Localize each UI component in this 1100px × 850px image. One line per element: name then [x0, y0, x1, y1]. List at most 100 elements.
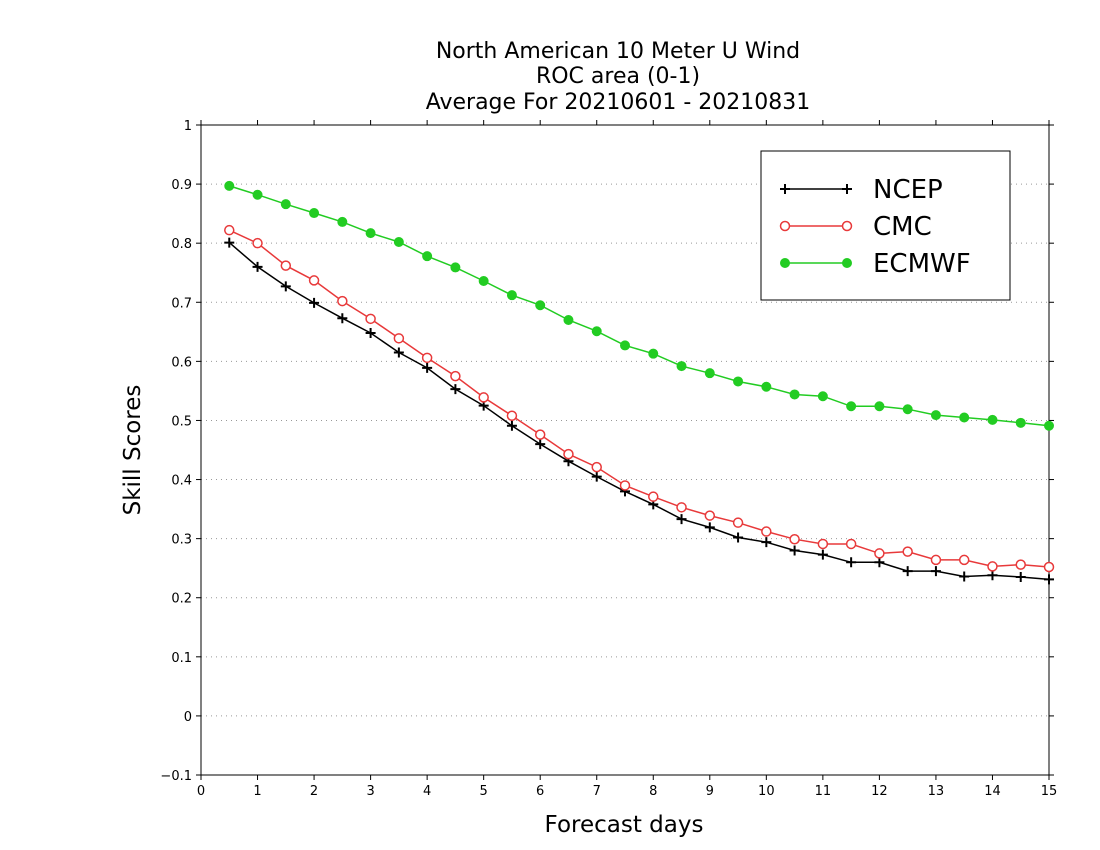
data-point-cmc: [1043, 561, 1055, 573]
axes: −0.100.10.20.30.40.50.60.70.80.910 1 2 3 4 5 6…: [160, 119, 1057, 799]
data-point-ecmwf: [422, 251, 433, 262]
data-point-ncep: [930, 566, 941, 577]
x-tick-label: 0: [197, 784, 205, 799]
data-point-ecmwf: [365, 228, 376, 239]
x-tick-label: 4: [423, 784, 431, 799]
data-point-ecmwf: [789, 389, 800, 400]
data-point-ecmwf: [846, 401, 857, 412]
x-tick-label: 10: [758, 784, 775, 799]
data-point-cmc: [761, 526, 772, 537]
data-point-ncep: [902, 566, 913, 577]
x-tick-label: 6: [536, 784, 544, 799]
data-point-ncep: [761, 537, 772, 548]
x-tick-label: 3: [366, 784, 374, 799]
data-point-cmc: [789, 533, 800, 545]
data-point-ecmwf: [224, 180, 235, 191]
legend-marker-left-cmc: [779, 220, 791, 232]
data-point-ecmwf: [563, 315, 574, 325]
data-point-ecmwf: [648, 348, 659, 359]
data-point-cmc: [845, 538, 857, 550]
data-point-cmc: [224, 224, 235, 236]
chart-title-line-2: ROC area (0-1): [536, 64, 700, 89]
data-point-cmc: [280, 260, 292, 271]
data-point-ncep: [393, 347, 404, 358]
x-tick-label: 8: [649, 784, 657, 799]
data-point-ecmwf: [591, 326, 602, 337]
data-point-ncep: [1044, 574, 1054, 585]
x-tick-label: 12: [871, 784, 888, 799]
legend-marker-right-ncep: [842, 184, 852, 194]
data-point-ncep: [704, 522, 715, 533]
chart-title-group: North American 10 Meter U Wind ROC area …: [426, 39, 811, 115]
data-point-cmc: [591, 461, 602, 473]
data-point-ncep: [337, 313, 348, 324]
data-point-ecmwf: [676, 361, 687, 372]
legend-item-ecmwf: ECMWF: [780, 249, 971, 279]
data-point-cmc: [676, 502, 687, 513]
data-point-ncep: [309, 297, 320, 308]
data-point-ecmwf: [450, 262, 461, 273]
data-point-ecmwf: [930, 410, 941, 421]
data-point-ncep: [224, 237, 235, 248]
x-tick-label: 9: [706, 784, 714, 799]
data-point-cmc: [930, 554, 942, 566]
legend-label-ecmwf: ECMWF: [873, 249, 971, 279]
x-tick-label: 15: [1041, 784, 1058, 799]
x-tick-label: 11: [815, 784, 832, 799]
data-point-ecmwf: [252, 189, 263, 200]
data-point-ecmwf: [1044, 420, 1054, 431]
x-axis-label: Forecast days: [545, 812, 704, 838]
series-cmc: [224, 224, 1055, 573]
legend: NCEP CMC ECMWF: [760, 150, 1011, 301]
data-point-ecmwf: [309, 208, 320, 219]
y-tick-label: 0.8: [171, 237, 192, 252]
data-point-ecmwf: [704, 368, 715, 379]
x-tick-label: 5: [480, 784, 488, 799]
x-tick-label: 1: [253, 784, 261, 799]
data-point-cmc: [619, 480, 631, 491]
data-point-ncep: [817, 549, 828, 560]
legend-item-ncep: NCEP: [780, 175, 943, 205]
data-point-cmc: [817, 538, 829, 550]
y-tick-label: 0.6: [171, 355, 192, 370]
data-point-ecmwf: [506, 290, 517, 301]
data-point-ecmwf: [535, 300, 546, 311]
data-point-ncep: [874, 557, 885, 568]
y-tick-label: −0.1: [160, 769, 192, 784]
data-point-ncep: [280, 281, 291, 292]
data-point-ecmwf: [959, 412, 970, 423]
y-tick-label: 0.3: [171, 533, 192, 548]
legend-label-ncep: NCEP: [873, 175, 943, 205]
plot-frame: [200, 124, 1050, 776]
data-point-cmc: [450, 370, 461, 382]
data-point-ncep: [846, 557, 857, 568]
data-point-ecmwf: [478, 276, 489, 286]
y-tick-label: 0.7: [171, 296, 192, 311]
data-point-ncep: [1015, 572, 1026, 583]
data-point-cmc: [563, 448, 574, 460]
data-point-cmc: [337, 295, 348, 307]
series-layer: [224, 180, 1055, 585]
legend-item-cmc: CMC: [779, 212, 932, 242]
data-point-ecmwf: [337, 216, 348, 227]
data-point-ncep: [987, 570, 998, 581]
data-point-ncep: [591, 471, 602, 482]
data-point-ncep: [422, 362, 433, 373]
data-point-ecmwf: [817, 391, 828, 402]
data-point-cmc: [365, 313, 376, 325]
y-tick-label: 0.1: [171, 651, 192, 666]
y-tick-label: 0: [184, 710, 192, 725]
data-point-ecmwf: [874, 401, 885, 412]
data-point-ecmwf: [902, 404, 913, 415]
legend-marker-right-cmc: [841, 220, 853, 232]
data-point-cmc: [732, 517, 744, 528]
legend-label-cmc: CMC: [873, 212, 932, 242]
y-axis-label: Skill Scores: [120, 385, 146, 516]
data-point-cmc: [958, 554, 970, 566]
data-point-ncep: [733, 532, 744, 543]
x-tick-label: 2: [310, 784, 318, 799]
chart-title-line-1: North American 10 Meter U Wind: [436, 39, 800, 64]
data-point-ecmwf: [393, 237, 404, 247]
x-tick-label: 14: [984, 784, 1001, 799]
y-tick-label: 0.2: [171, 592, 192, 607]
